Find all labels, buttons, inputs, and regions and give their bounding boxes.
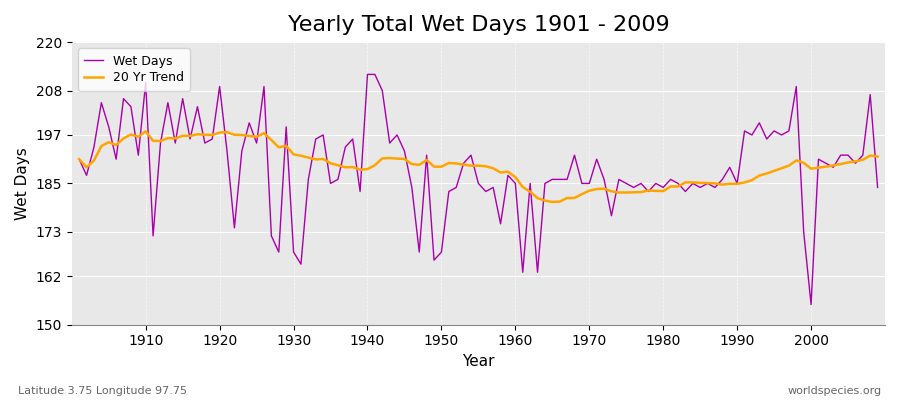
Wet Days <box>872 185 883 190</box>
20 Yr Trend <box>872 154 883 159</box>
20 Yr Trend <box>74 157 85 162</box>
Text: Latitude 3.75 Longitude 97.75: Latitude 3.75 Longitude 97.75 <box>18 386 187 396</box>
Wet Days <box>362 72 373 77</box>
Wet Days <box>133 153 144 158</box>
20 Yr Trend <box>140 129 151 134</box>
Wet Days <box>518 270 528 275</box>
Wet Days <box>510 181 521 186</box>
Title: Yearly Total Wet Days 1901 - 2009: Yearly Total Wet Days 1901 - 2009 <box>287 15 670 35</box>
X-axis label: Year: Year <box>462 354 495 369</box>
Line: 20 Yr Trend: 20 Yr Trend <box>79 131 878 202</box>
Wet Days <box>74 157 85 162</box>
20 Yr Trend <box>347 165 358 170</box>
20 Yr Trend <box>614 190 625 195</box>
Y-axis label: Wet Days: Wet Days <box>15 147 30 220</box>
20 Yr Trend <box>510 175 521 180</box>
20 Yr Trend <box>518 185 528 190</box>
20 Yr Trend <box>133 134 144 139</box>
Wet Days <box>806 302 816 307</box>
Text: worldspecies.org: worldspecies.org <box>788 386 882 396</box>
Line: Wet Days: Wet Days <box>79 74 878 304</box>
Legend: Wet Days, 20 Yr Trend: Wet Days, 20 Yr Trend <box>78 48 190 91</box>
20 Yr Trend <box>547 200 558 204</box>
Wet Days <box>340 145 351 150</box>
Wet Days <box>295 262 306 266</box>
Wet Days <box>606 213 616 218</box>
20 Yr Trend <box>303 155 314 160</box>
